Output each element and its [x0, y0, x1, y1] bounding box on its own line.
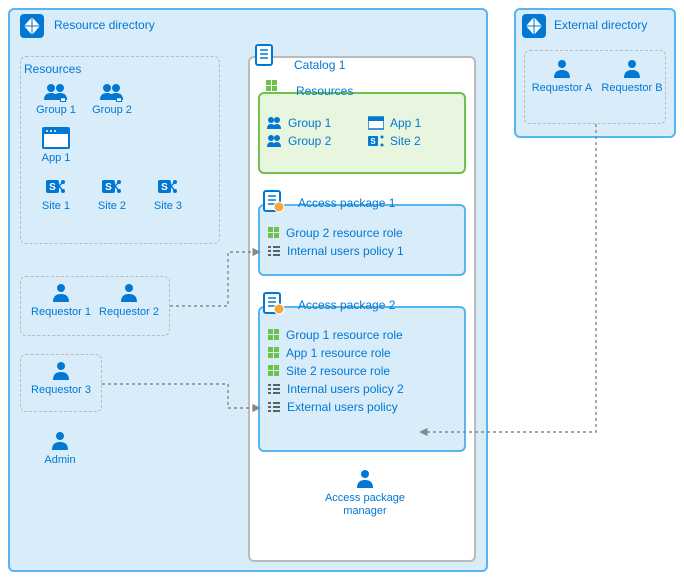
external-directory-title: External directory	[554, 18, 647, 32]
catalog-resources-title: Resources	[296, 84, 353, 98]
pkg2-policy-internal: Internal users policy 2	[268, 382, 458, 396]
pkg2-rows: Group 1 resource role App 1 resource rol…	[268, 324, 458, 418]
app-1: App 1	[32, 126, 80, 164]
pkg2-icon	[262, 292, 286, 316]
aad-icon	[18, 12, 46, 40]
catalog-res-right: App 1 Site 2	[368, 112, 462, 152]
pkg2-policy-external: External users policy	[268, 400, 458, 414]
catalog-resources-grid-icon	[266, 80, 280, 94]
requestor-1: Requestor 1	[30, 282, 92, 318]
site-1: Site 1	[32, 176, 80, 212]
catalog-icon	[254, 44, 276, 68]
catalog-res-left: Group 1 Group 2	[266, 112, 360, 152]
resource-directory-title: Resource directory	[54, 18, 155, 32]
catalog-title: Catalog 1	[294, 58, 345, 72]
pkg1-rows: Group 2 resource role Internal users pol…	[268, 222, 458, 262]
requestor-3: Requestor 3	[30, 360, 92, 396]
site-2: Site 2	[88, 176, 136, 212]
manager-label: Access packagemanager	[320, 492, 410, 518]
pkg1-icon	[262, 190, 286, 214]
pkg1-title: Access package 1	[298, 196, 395, 210]
group-2: Group 2	[88, 82, 136, 116]
group-1: Group 1	[32, 82, 80, 116]
requestor-a: Requestor A	[530, 58, 594, 94]
requestor-b: Requestor B	[600, 58, 664, 94]
pkg2-title: Access package 2	[298, 298, 395, 312]
external-aad-icon	[520, 12, 548, 40]
access-package-manager: Access packagemanager	[320, 468, 410, 518]
admin: Admin	[36, 430, 84, 466]
requestor-2: Requestor 2	[98, 282, 160, 318]
pkg1-policy-1: Internal users policy 1	[268, 244, 458, 258]
site-3: Site 3	[144, 176, 192, 212]
resources-title: Resources	[24, 62, 81, 76]
